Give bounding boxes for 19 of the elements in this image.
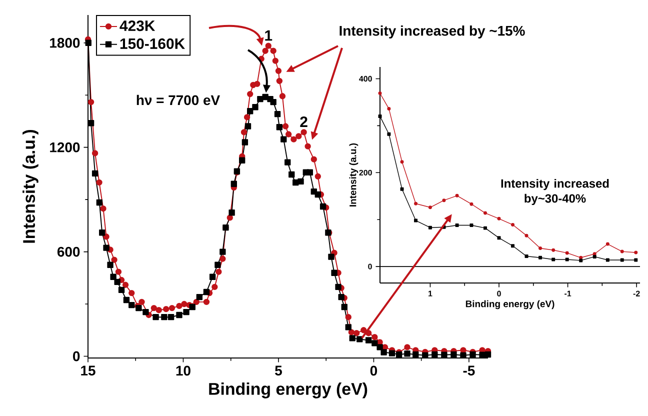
legend-label: 423K — [120, 20, 156, 32]
x-tick-label: 10 — [176, 366, 190, 376]
y-axis-title: Intensity (a.u.) — [22, 130, 38, 243]
y-tick-label: 600 — [57, 246, 80, 257]
annotation: hν = 7700 eV — [136, 94, 220, 106]
x-tick-label: -5 — [463, 366, 475, 376]
y-tick-label: 0 — [73, 351, 80, 362]
x-axis-title: Binding energy (eV) — [209, 382, 368, 398]
y-tick-label: 1200 — [50, 142, 80, 152]
annotation: 2 — [300, 116, 308, 127]
x-axis-title: Binding energy (eV) — [466, 300, 554, 310]
y-axis-title: Intensity (a.u.) — [349, 143, 358, 206]
legend-label: 150-160K — [120, 38, 185, 49]
annotation: 1 — [265, 30, 272, 41]
y-tick-label: 1800 — [50, 38, 80, 48]
annotation: Intensity increased by~30-40% — [501, 178, 609, 206]
x-tick-label: 5 — [275, 366, 282, 376]
x-tick-label: 15 — [81, 366, 96, 376]
annotation: Intensity increased by ~15% — [340, 25, 525, 38]
